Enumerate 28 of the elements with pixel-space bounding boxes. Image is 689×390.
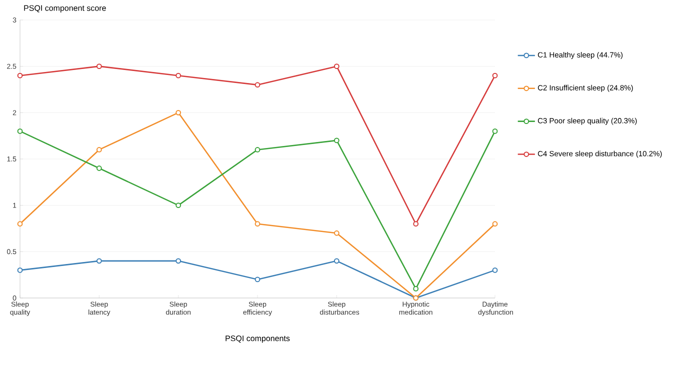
point <box>176 110 182 116</box>
point <box>254 147 260 152</box>
point <box>254 221 260 227</box>
point <box>96 64 102 70</box>
point <box>334 258 340 264</box>
point <box>96 147 102 152</box>
point <box>176 72 182 78</box>
point <box>492 128 498 134</box>
point <box>334 64 340 70</box>
x-axis-title: PSQI components <box>226 336 290 343</box>
point <box>492 267 498 273</box>
point <box>413 286 419 292</box>
point <box>492 72 498 78</box>
point <box>17 72 23 78</box>
point <box>176 202 182 208</box>
point <box>96 258 102 264</box>
point <box>334 230 340 236</box>
point <box>17 267 23 273</box>
point <box>492 221 498 227</box>
point <box>254 276 260 282</box>
y-axis-title: PSQI component score <box>24 5 106 12</box>
point <box>176 258 182 264</box>
point <box>17 221 23 227</box>
point <box>96 166 102 171</box>
point <box>17 128 23 134</box>
point <box>254 82 260 88</box>
point <box>334 138 340 144</box>
point <box>413 221 419 227</box>
